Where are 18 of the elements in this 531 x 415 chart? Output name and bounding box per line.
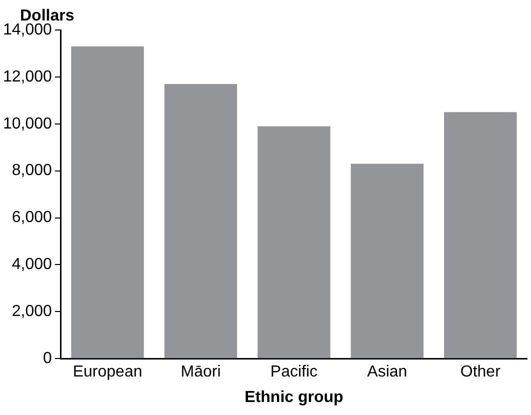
y-tick-label: 10,000: [3, 115, 52, 132]
bar: [164, 84, 238, 358]
y-tick-label: 2,000: [12, 303, 52, 320]
bar: [350, 164, 424, 358]
y-tick-label: 12,000: [3, 68, 52, 86]
y-tick-label: 8,000: [12, 162, 52, 180]
x-tick-label: Other: [460, 364, 502, 381]
x-tick-label: Asian: [367, 364, 408, 381]
bar: [444, 112, 517, 358]
x-tick-label: Pacific: [270, 364, 318, 381]
y-tick-label: 6,000: [12, 209, 52, 226]
y-tick-label: 0: [43, 350, 52, 368]
x-tick-label: European: [72, 364, 142, 381]
bar: [71, 46, 144, 358]
bar: [258, 126, 330, 358]
y-tick-label: 4,000: [12, 256, 52, 274]
x-axis-title: Ethnic group: [244, 388, 344, 406]
x-tick-label: Māori: [180, 364, 221, 381]
